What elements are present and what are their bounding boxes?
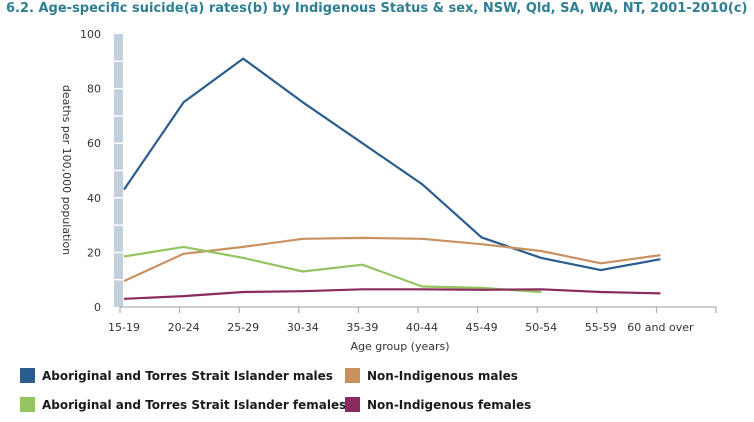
x-axis-title: Age group (years): [350, 340, 449, 353]
x-tick-label: 50-54: [525, 321, 557, 334]
tick-labels: 0 20 40 60 80 100 15-19 20-24 25-29 30-34 35-39 40-…: [80, 28, 694, 334]
y-tick-label: 60: [87, 137, 101, 150]
y-tick-label: 40: [87, 192, 101, 205]
series-line-3: [123, 245, 542, 294]
x-tick-label: 40-44: [406, 321, 438, 334]
legend-label: Non-Indigenous females: [367, 397, 532, 412]
y-axis-bar: [114, 34, 123, 307]
x-tick-label: 35-39: [346, 321, 378, 334]
x-tick-label: 20-24: [168, 321, 200, 334]
y-tick-label: 100: [80, 28, 101, 41]
chart-title: 6.2. Age-specific suicide(a) rates(b) by…: [6, 1, 748, 16]
x-tick-label: 30-34: [287, 321, 319, 334]
x-tick-label: 45-49: [466, 321, 498, 334]
x-tick-label: 55-59: [585, 321, 617, 334]
line-chart: 0 20 40 60 80 100 15-19 20-24 25-29 30-34 35-39 40-…: [60, 28, 717, 353]
legend-label: Non-Indigenous males: [367, 368, 518, 383]
legend-swatch: [20, 397, 35, 412]
y-axis-title: deaths per 100,000 population: [60, 85, 73, 255]
legend-item: Non-Indigenous females: [345, 397, 531, 412]
legend-swatch: [345, 397, 360, 412]
y-tick-label: 80: [87, 83, 101, 96]
x-tick-label: 15-19: [108, 321, 140, 334]
legend-label: Aboriginal and Torres Strait Islander fe…: [42, 397, 347, 412]
legend-item: Non-Indigenous males: [345, 368, 518, 383]
legend-swatch: [20, 368, 35, 383]
series-line-4: [123, 288, 661, 300]
x-tick-label: 25-29: [227, 321, 259, 334]
y-tick-label: 20: [87, 246, 101, 259]
y-tick-label: 0: [94, 301, 101, 314]
x-tick-label: 60 and over: [627, 321, 694, 334]
axes: [119, 306, 717, 313]
legend-label: Aboriginal and Torres Strait Islander ma…: [42, 368, 333, 383]
legend-item: Aboriginal and Torres Strait Islander fe…: [20, 397, 346, 412]
series-lines: [123, 57, 661, 300]
legend-item: Aboriginal and Torres Strait Islander ma…: [20, 368, 333, 383]
series-line-1: [123, 57, 661, 272]
series-line-2: [123, 236, 661, 283]
legend-swatch: [345, 368, 360, 383]
